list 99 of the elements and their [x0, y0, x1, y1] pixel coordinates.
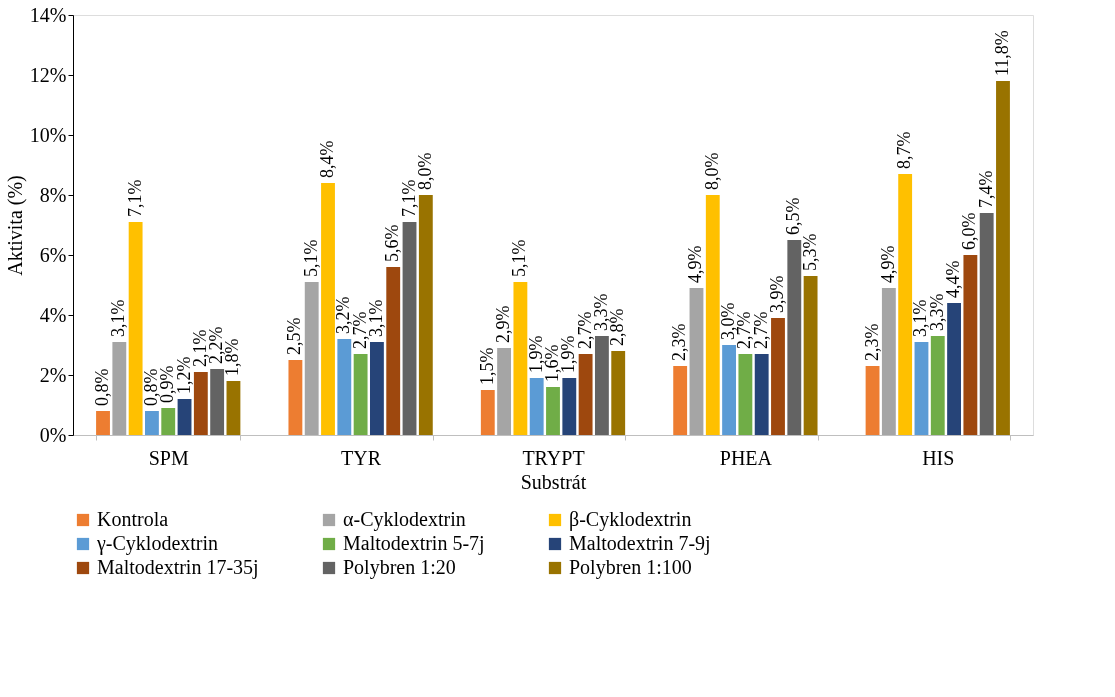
bar: [161, 408, 176, 435]
y-tick-label: 4%: [39, 303, 67, 326]
data-label: 0,8%: [92, 368, 113, 406]
data-label: 3,1%: [108, 299, 129, 337]
x-tick-label: PHEA: [719, 446, 773, 469]
bar: [497, 348, 512, 435]
legend-label: Polybren 1:100: [569, 556, 692, 579]
bar: [865, 366, 880, 435]
bar: [210, 369, 225, 435]
bar: [594, 336, 609, 435]
data-label: 8,0%: [701, 152, 722, 190]
bar: [128, 222, 143, 435]
data-label: 2,9%: [493, 305, 514, 343]
data-label: 7,1%: [124, 179, 145, 217]
data-label: 5,3%: [799, 233, 820, 271]
data-label: 11,8%: [991, 30, 1012, 76]
y-tick-label: 14%: [29, 3, 67, 26]
y-tick-label: 2%: [39, 363, 67, 386]
bar: [611, 351, 626, 435]
data-label: 3,1%: [365, 299, 386, 337]
x-tick-label: HIS: [922, 446, 955, 469]
data-label: 6,0%: [959, 212, 980, 250]
bar: [914, 342, 929, 435]
bar: [881, 288, 896, 435]
bar: [96, 411, 110, 435]
bar: [112, 342, 127, 435]
bar: [947, 303, 961, 435]
y-tick-label: 8%: [39, 183, 67, 206]
bar: [513, 282, 528, 435]
bar: [963, 255, 978, 435]
data-label: 5,1%: [300, 239, 321, 277]
data-label: 2,3%: [861, 323, 882, 361]
legend-label: Maltodextrin 17-35j: [97, 556, 259, 579]
data-label: 7,4%: [975, 170, 996, 208]
bar: [578, 354, 593, 435]
data-label: 1,9%: [525, 335, 546, 373]
bar: [226, 381, 241, 435]
data-label: 3,2%: [333, 296, 354, 334]
legend-label: Maltodextrin 5-7j: [343, 532, 485, 555]
bar: [689, 288, 704, 435]
y-tick-label: 6%: [39, 243, 67, 266]
bar: [402, 222, 417, 435]
legend-label: Maltodextrin 7-9j: [569, 532, 711, 555]
y-tick-label: 10%: [29, 123, 67, 146]
data-label: 4,9%: [685, 245, 706, 283]
bar: [898, 174, 913, 435]
bar: [177, 399, 192, 435]
data-label: 6,5%: [783, 197, 804, 235]
bar: [738, 354, 753, 435]
bar: [288, 360, 303, 435]
data-label: 4,9%: [877, 245, 898, 283]
data-label: 8,7%: [894, 131, 915, 169]
data-label: 3,0%: [718, 302, 739, 340]
bar: [337, 339, 352, 435]
x-tick-label: SPM: [148, 446, 189, 469]
data-label: 3,1%: [910, 299, 931, 337]
y-tick-label: 0%: [39, 423, 67, 446]
legend-label: β-Cyklodextrin: [569, 508, 692, 531]
bar: [353, 354, 368, 435]
bar: [546, 387, 560, 435]
bar: [145, 411, 159, 435]
x-tick-label: TYR: [341, 446, 382, 469]
legend-label: Polybren 1:20: [343, 556, 456, 579]
data-label: 1,5%: [476, 347, 497, 385]
bar: [562, 378, 577, 435]
x-axis-title: Substrát: [520, 470, 587, 493]
data-label: 2,5%: [284, 317, 305, 355]
bar: [418, 195, 433, 435]
bar: [979, 213, 994, 435]
bar: [369, 342, 384, 435]
legend-label: Kontrola: [97, 508, 169, 530]
data-label: 2,3%: [669, 323, 690, 361]
bar: [386, 267, 401, 435]
bar: [673, 366, 688, 435]
data-label: 2,1%: [189, 329, 210, 367]
data-label: 8,4%: [317, 140, 338, 178]
x-tick-label: TRYPT: [522, 446, 585, 469]
y-tick-label: 12%: [29, 63, 67, 86]
bar: [771, 318, 785, 435]
y-axis-title: Aktivita (%): [3, 175, 27, 276]
data-label: 4,4%: [943, 260, 964, 298]
bar: [193, 372, 208, 435]
bar: [930, 336, 945, 435]
bar: [304, 282, 319, 435]
bar: [705, 195, 720, 435]
bar: [722, 345, 737, 435]
legend-label: γ-Cyklodextrin: [96, 532, 219, 555]
legend-label: α-Cyklodextrin: [343, 508, 466, 531]
bar: [529, 378, 544, 435]
data-label: 5,6%: [382, 224, 403, 262]
data-label: 0,8%: [140, 368, 161, 406]
bar: [480, 390, 495, 435]
data-label: 3,9%: [766, 275, 787, 313]
bar: [787, 240, 802, 435]
bar: [321, 183, 335, 435]
bar: [996, 81, 1010, 435]
data-label: 5,1%: [509, 239, 530, 277]
bar: [803, 276, 818, 435]
bar: [754, 354, 769, 435]
